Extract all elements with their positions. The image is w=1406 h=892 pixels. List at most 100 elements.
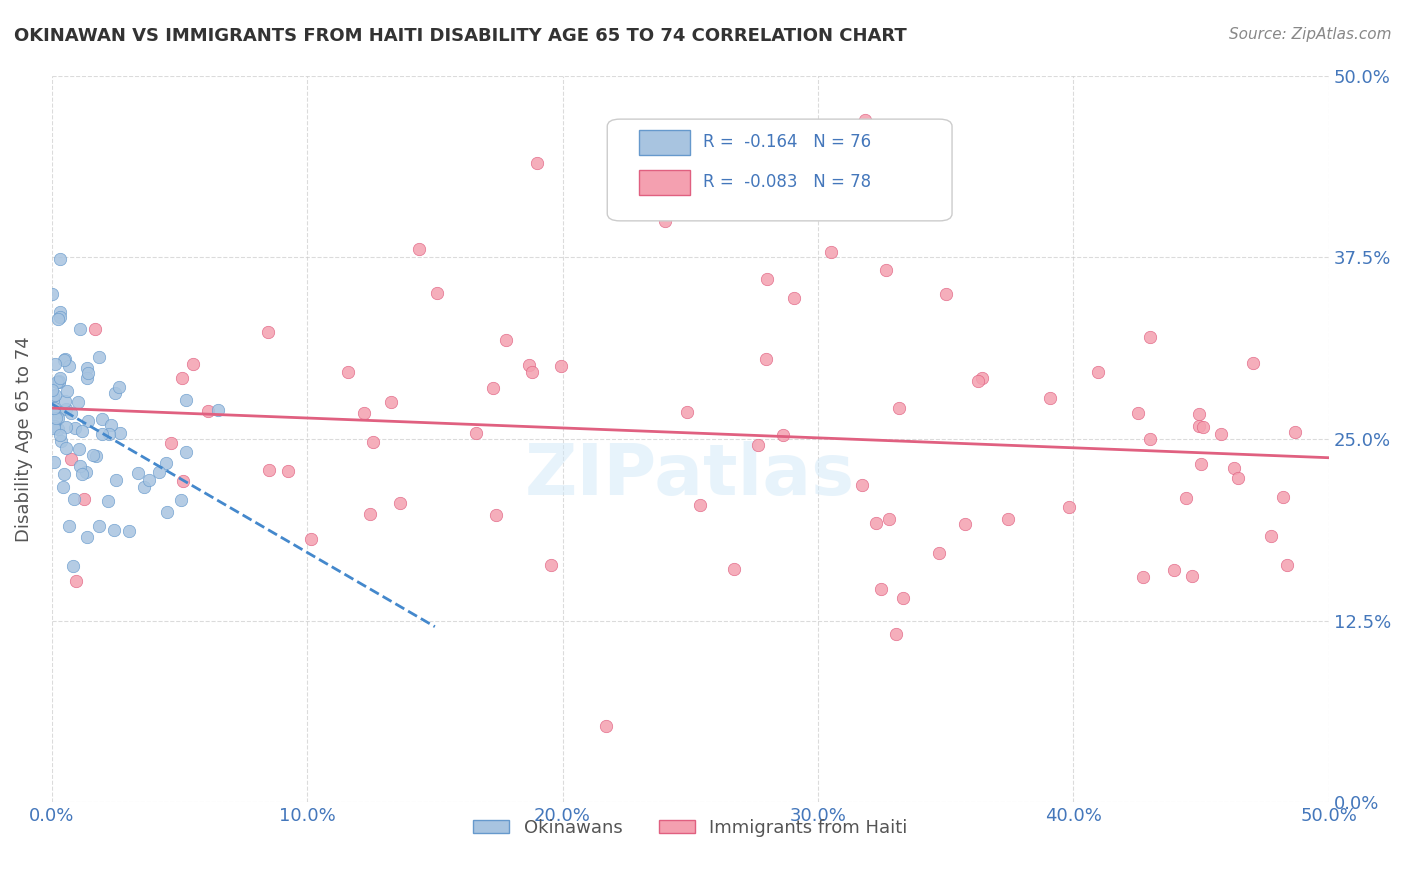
Point xyxy=(1188,408,1211,422)
Point xyxy=(55,441,77,455)
Point xyxy=(75,465,97,479)
FancyBboxPatch shape xyxy=(640,170,690,195)
Point xyxy=(46,311,69,326)
Point xyxy=(48,374,70,388)
Point xyxy=(48,305,70,319)
Text: R =  -0.083   N = 78: R = -0.083 N = 78 xyxy=(703,173,872,192)
Text: ZIPatlas: ZIPatlas xyxy=(526,441,855,509)
Point xyxy=(49,428,72,442)
Point xyxy=(891,591,914,605)
Point xyxy=(132,480,155,494)
Point xyxy=(482,381,505,395)
Point xyxy=(550,359,572,373)
Point xyxy=(388,496,411,510)
Point xyxy=(87,350,110,364)
FancyBboxPatch shape xyxy=(640,130,690,155)
Point xyxy=(723,562,745,576)
Point xyxy=(69,458,91,473)
Point xyxy=(62,559,84,574)
Point xyxy=(1222,460,1244,475)
Point xyxy=(755,351,778,366)
Point xyxy=(41,383,63,397)
Point xyxy=(972,371,994,385)
Point xyxy=(1039,391,1062,405)
Point xyxy=(91,412,114,426)
Point xyxy=(181,357,204,371)
Point xyxy=(82,448,104,462)
Text: R =  -0.164   N = 76: R = -0.164 N = 76 xyxy=(703,134,872,152)
Point xyxy=(676,405,699,419)
Point xyxy=(174,444,197,458)
Point xyxy=(63,421,86,435)
Point xyxy=(59,406,82,420)
Point xyxy=(103,523,125,537)
Point xyxy=(1189,457,1212,471)
Point xyxy=(887,401,910,416)
Point xyxy=(44,421,66,435)
Point xyxy=(755,272,778,286)
Point xyxy=(97,494,120,508)
Point xyxy=(56,384,79,398)
Point xyxy=(49,310,72,324)
Point xyxy=(869,582,891,596)
Point xyxy=(42,419,65,434)
Point xyxy=(84,322,107,336)
Point xyxy=(52,467,75,481)
Point xyxy=(55,402,77,417)
Point xyxy=(41,393,63,408)
Point xyxy=(45,376,67,390)
Point xyxy=(87,518,110,533)
Point xyxy=(52,480,75,494)
Point xyxy=(1188,419,1211,434)
Point xyxy=(100,417,122,432)
Point xyxy=(90,427,112,442)
Point xyxy=(197,404,219,418)
Point xyxy=(820,245,842,260)
Point xyxy=(935,286,957,301)
Point xyxy=(1139,432,1161,446)
Point xyxy=(875,262,897,277)
Point xyxy=(42,389,65,403)
Point xyxy=(1275,558,1298,572)
Point xyxy=(42,454,65,468)
Point xyxy=(1163,563,1185,577)
Point xyxy=(76,371,98,385)
Point xyxy=(44,388,66,402)
Point xyxy=(65,574,87,588)
Point xyxy=(526,155,548,169)
Point xyxy=(1059,500,1081,514)
Point xyxy=(257,463,280,477)
Point xyxy=(172,474,194,488)
Point xyxy=(104,386,127,401)
Legend: Okinawans, Immigrants from Haiti: Okinawans, Immigrants from Haiti xyxy=(465,812,915,844)
Point xyxy=(127,467,149,481)
Point xyxy=(108,425,131,440)
Point xyxy=(105,473,128,487)
Point xyxy=(170,492,193,507)
Point xyxy=(1227,471,1250,485)
Point xyxy=(70,424,93,438)
Point xyxy=(174,392,197,407)
Point xyxy=(66,395,89,409)
Point xyxy=(172,371,194,385)
Point xyxy=(337,365,360,379)
Point xyxy=(865,516,887,531)
Point xyxy=(48,371,70,385)
Point xyxy=(49,434,72,448)
Point xyxy=(70,467,93,481)
Point xyxy=(1284,425,1306,439)
Point xyxy=(1139,330,1161,344)
Point xyxy=(877,512,900,526)
Point xyxy=(58,518,80,533)
Point xyxy=(772,428,794,442)
Point xyxy=(69,321,91,335)
Point xyxy=(380,395,402,409)
Point xyxy=(783,291,806,305)
Point xyxy=(77,414,100,428)
Point xyxy=(155,456,177,470)
Y-axis label: Disability Age 65 to 74: Disability Age 65 to 74 xyxy=(15,336,32,541)
Point xyxy=(353,406,375,420)
Point xyxy=(256,326,278,340)
Point xyxy=(485,508,508,523)
Point xyxy=(1132,570,1154,584)
